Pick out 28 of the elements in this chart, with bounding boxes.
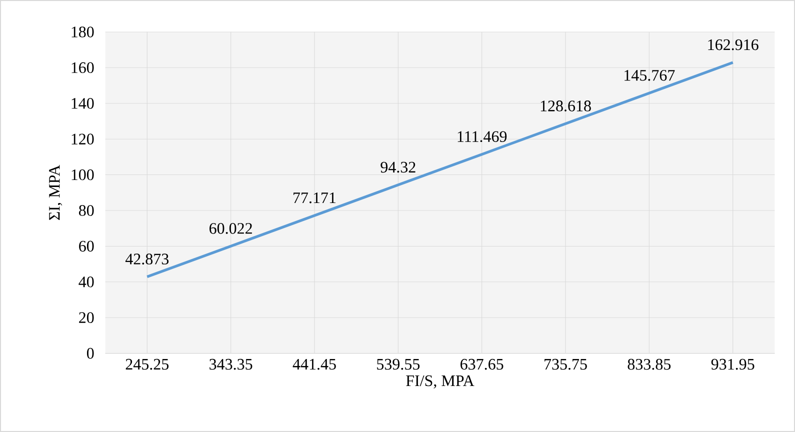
data-label: 111.469 [458,131,507,142]
x-tick-label: 931.95 [711,358,754,370]
y-tick-label: 60 [79,240,94,252]
data-label: 60.022 [210,223,252,234]
data-label: 162.916 [708,39,758,50]
y-tick-label: 180 [72,26,94,38]
y-tick-label: 20 [79,312,94,324]
x-axis-title: FI/S, MPA [406,375,474,388]
x-tick-label: 637.65 [460,358,504,370]
data-label: 128.618 [540,100,591,112]
data-label: 94.32 [380,162,416,173]
x-tick-label: 539.55 [377,358,420,370]
x-tick-label: 441.45 [292,358,336,370]
data-label: 145.767 [624,70,675,81]
y-tick-label: 120 [72,134,94,144]
y-tick-label: 100 [72,169,94,180]
y-tick-label: 0 [86,348,94,359]
y-tick-label: 160 [72,62,94,74]
y-tick-label: 80 [78,205,94,216]
y-tick-label: 140 [72,98,94,109]
x-tick-label: 833.85 [628,358,671,370]
data-label: 77.171 [294,192,336,204]
x-tick-label: 735.75 [544,358,587,370]
x-tick-label: 245.25 [126,358,169,370]
x-tick-label: 343.35 [210,358,252,370]
data-label: 42.873 [125,254,169,265]
y-axis-title: ΣI, MPA [49,164,62,220]
y-tick-label: 40 [78,276,94,288]
